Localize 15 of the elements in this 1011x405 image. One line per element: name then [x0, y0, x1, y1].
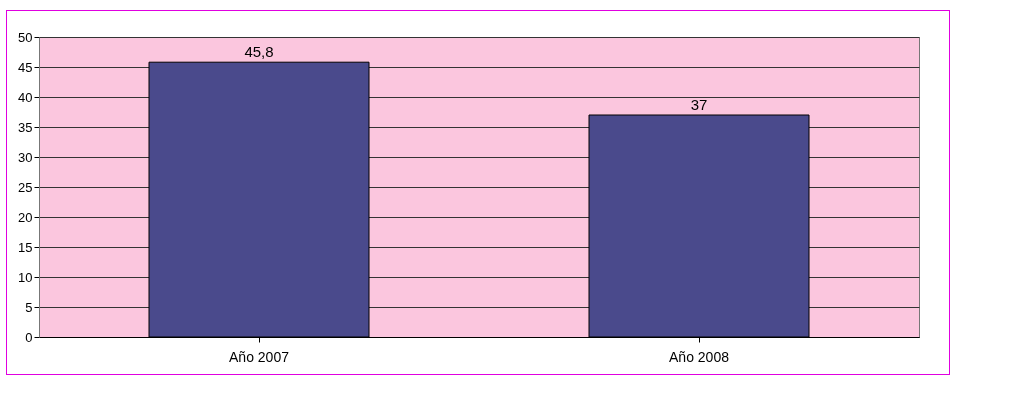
y-tick-label: 40	[18, 89, 33, 105]
y-tick-label: 35	[18, 119, 33, 135]
data-label: 37	[690, 96, 708, 113]
y-tick-label: 50	[18, 29, 33, 45]
y-tick-label: 25	[18, 179, 33, 195]
y-tick-label: 0	[25, 329, 33, 345]
y-tick-label: 20	[18, 209, 33, 225]
x-tick-label: Año 2007	[229, 348, 290, 365]
y-tick-label: 15	[18, 239, 33, 255]
y-tick-label: 30	[18, 149, 33, 165]
y-tick-label: 45	[18, 59, 33, 75]
y-tick-label: 5	[25, 299, 33, 315]
data-label: 45,8	[244, 43, 274, 61]
x-tick-label: Año 2008	[669, 348, 730, 365]
y-tick-label: 10	[18, 269, 33, 285]
